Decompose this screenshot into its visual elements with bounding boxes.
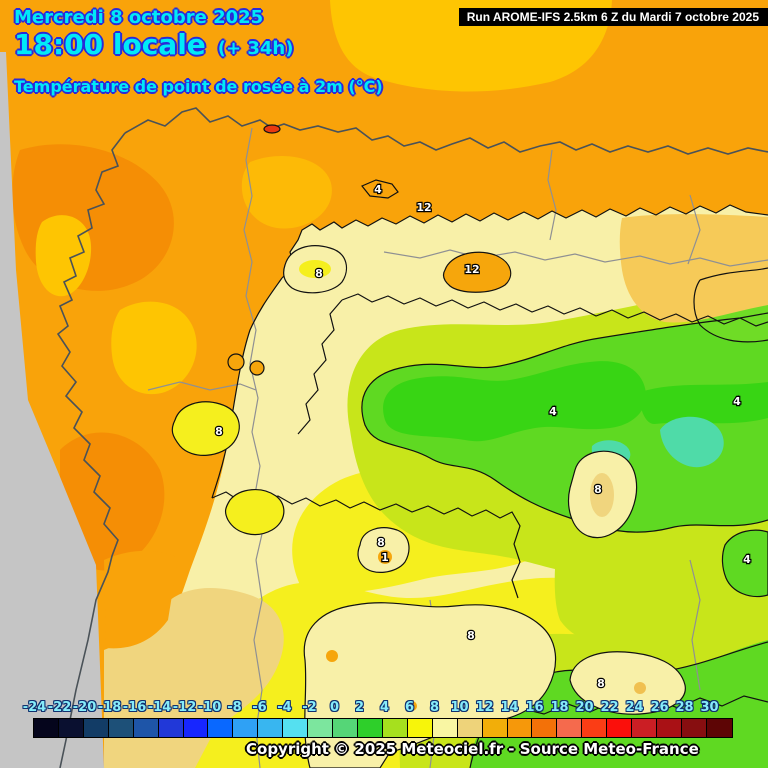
region-orange-deep-1 <box>59 432 165 571</box>
contour-value-label: 8 <box>215 425 223 438</box>
scale-value: 0 <box>329 700 340 715</box>
scale-value: 24 <box>625 700 644 715</box>
scale-swatch <box>382 719 408 737</box>
region-green-right-small <box>721 529 768 598</box>
scale-value: 6 <box>404 700 415 715</box>
contour-value-label: 8 <box>377 536 385 549</box>
color-scale-swatches <box>33 718 733 738</box>
region-brightgreen-core <box>383 361 646 442</box>
scale-swatch <box>407 719 433 737</box>
scale-value: -10 <box>197 700 222 715</box>
scale-value: -2 <box>302 700 317 715</box>
coastline-north <box>124 107 768 155</box>
contour-value-label: 12 <box>416 201 431 214</box>
scale-value: -16 <box>122 700 147 715</box>
region-gold-inland <box>111 301 197 395</box>
scale-value: 2 <box>354 700 365 715</box>
scale-swatch <box>706 719 732 737</box>
region-yellowgreen-right <box>554 518 768 644</box>
scale-value: 30 <box>700 700 719 715</box>
scale-swatch <box>233 719 259 737</box>
contour-value-label: 4 <box>733 395 741 408</box>
scale-value: -8 <box>227 700 242 715</box>
scale-swatch <box>607 719 633 737</box>
scale-swatch <box>158 719 184 737</box>
parameter-title: Température de point de rosée à 2m (°C) <box>14 77 383 96</box>
contour-value-label: 4 <box>549 405 557 418</box>
contour-value-label: 8 <box>467 629 475 642</box>
forecast-offset-label: (+ 34h) <box>217 38 294 59</box>
scale-value: -24 <box>22 700 47 715</box>
scale-value: 18 <box>550 700 569 715</box>
region-out-of-domain <box>0 52 104 768</box>
contour-value-label: 4 <box>374 183 382 196</box>
valid-time-row: 18:00 locale (+ 34h) <box>14 31 293 59</box>
scale-value: 20 <box>575 700 594 715</box>
scale-swatch <box>108 719 134 737</box>
valid-date-label: Mercredi 8 octobre 2025 <box>14 7 264 28</box>
scale-value: 28 <box>675 700 694 715</box>
contour-value-label: 1 <box>381 551 389 564</box>
scale-swatch <box>258 719 284 737</box>
scale-swatch <box>532 719 558 737</box>
scale-swatch <box>208 719 234 737</box>
color-scale-values: -24 -22 -20 -18 -16 -14 -12 -10 -8 -6 -4 -2 0 2 4 6 8 10 1… <box>22 700 722 718</box>
contour-value-label: 4 <box>743 553 751 566</box>
region-gold-coast <box>35 215 92 297</box>
scale-swatch <box>133 719 159 737</box>
region-brightgreen-arm <box>639 382 768 425</box>
copyright-label: Copyright © 2025 Meteociel.fr - Source M… <box>246 740 699 758</box>
scale-value: 10 <box>450 700 469 715</box>
model-run-bar: Run AROME-IFS 2.5km 6 Z du Mardi 7 octob… <box>458 8 768 26</box>
scale-swatch <box>507 719 533 737</box>
scale-value: -6 <box>252 700 267 715</box>
coastline-west <box>56 132 126 768</box>
scale-swatch <box>457 719 483 737</box>
scale-value: 14 <box>500 700 519 715</box>
scale-value: 12 <box>475 700 494 715</box>
model-run-label: Run AROME-IFS 2.5km 6 Z du Mardi 7 octob… <box>466 10 759 24</box>
scale-swatch <box>657 719 682 737</box>
scale-value: 16 <box>525 700 544 715</box>
scale-swatch <box>482 719 508 737</box>
scale-swatch <box>83 719 109 737</box>
scale-swatch <box>283 719 309 737</box>
scale-value: 4 <box>379 700 390 715</box>
color-scale-legend: -24 -22 -20 -18 -16 -14 -12 -10 -8 -6 -4 -2 0 2 4 6 8 10 1… <box>23 700 733 738</box>
scale-value: -18 <box>97 700 122 715</box>
scale-swatch <box>183 719 209 737</box>
scale-swatch <box>357 719 383 737</box>
region-teal-1 <box>660 416 724 468</box>
scale-value: 8 <box>429 700 440 715</box>
contour-value-label: 8 <box>597 677 605 690</box>
scale-value: -22 <box>47 700 72 715</box>
scale-swatch <box>308 719 334 737</box>
contour-value-label: 8 <box>594 483 602 496</box>
scale-value: -12 <box>172 700 197 715</box>
contour-value-label: 8 <box>315 267 323 280</box>
scale-swatch <box>333 719 358 737</box>
scale-swatch <box>681 719 707 737</box>
scale-value: -20 <box>72 700 97 715</box>
region-gold-center <box>241 156 332 229</box>
region-orange-bottom-strip <box>104 550 178 649</box>
scale-value: -14 <box>147 700 172 715</box>
scale-swatch <box>58 719 84 737</box>
scale-value: 26 <box>650 700 669 715</box>
scale-swatch <box>34 719 59 737</box>
region-tan-right <box>619 214 768 323</box>
contour-labels: 4 12 8 12 8 4 4 8 8 1 4 8 8 <box>214 182 752 691</box>
scale-swatch <box>632 719 658 737</box>
scale-swatch <box>582 719 608 737</box>
scale-value: -4 <box>277 700 292 715</box>
scale-value: 22 <box>600 700 619 715</box>
valid-time-label: 18:00 locale <box>14 28 206 61</box>
scale-swatch <box>557 719 583 737</box>
contour-value-label: 12 <box>464 263 479 276</box>
scale-swatch <box>432 719 458 737</box>
